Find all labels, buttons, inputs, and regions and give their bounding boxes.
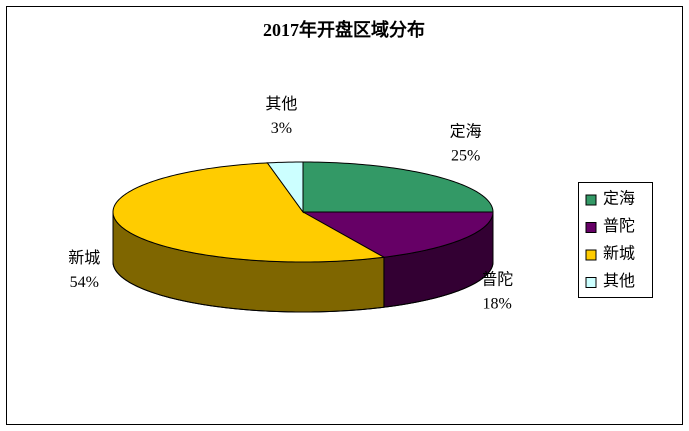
legend-label: 新城 bbox=[603, 245, 635, 263]
chart-title: 2017年开盘区域分布 bbox=[263, 19, 425, 40]
legend-swatch bbox=[585, 222, 597, 233]
slice-value-label: 18% bbox=[483, 296, 512, 313]
legend-label: 普陀 bbox=[603, 217, 635, 235]
slice-value-label: 54% bbox=[70, 274, 99, 291]
slice-label: 新城 bbox=[68, 249, 100, 267]
slice bbox=[112, 162, 386, 263]
slice bbox=[266, 161, 304, 214]
slice-label: 定海 bbox=[450, 122, 482, 140]
slice-label: 普陀 bbox=[481, 271, 513, 289]
slice bbox=[302, 161, 494, 213]
legend-swatch bbox=[585, 194, 597, 206]
legend-swatch bbox=[585, 277, 597, 288]
pie-outline bbox=[112, 261, 494, 313]
slice-label: 其他 bbox=[265, 95, 297, 113]
slice-value-label: 25% bbox=[451, 147, 480, 164]
legend-swatch bbox=[585, 249, 597, 261]
legend-label: 其他 bbox=[603, 272, 635, 290]
legend-label: 定海 bbox=[603, 190, 635, 208]
slice bbox=[301, 211, 494, 258]
slice-value-label: 3% bbox=[271, 120, 292, 137]
